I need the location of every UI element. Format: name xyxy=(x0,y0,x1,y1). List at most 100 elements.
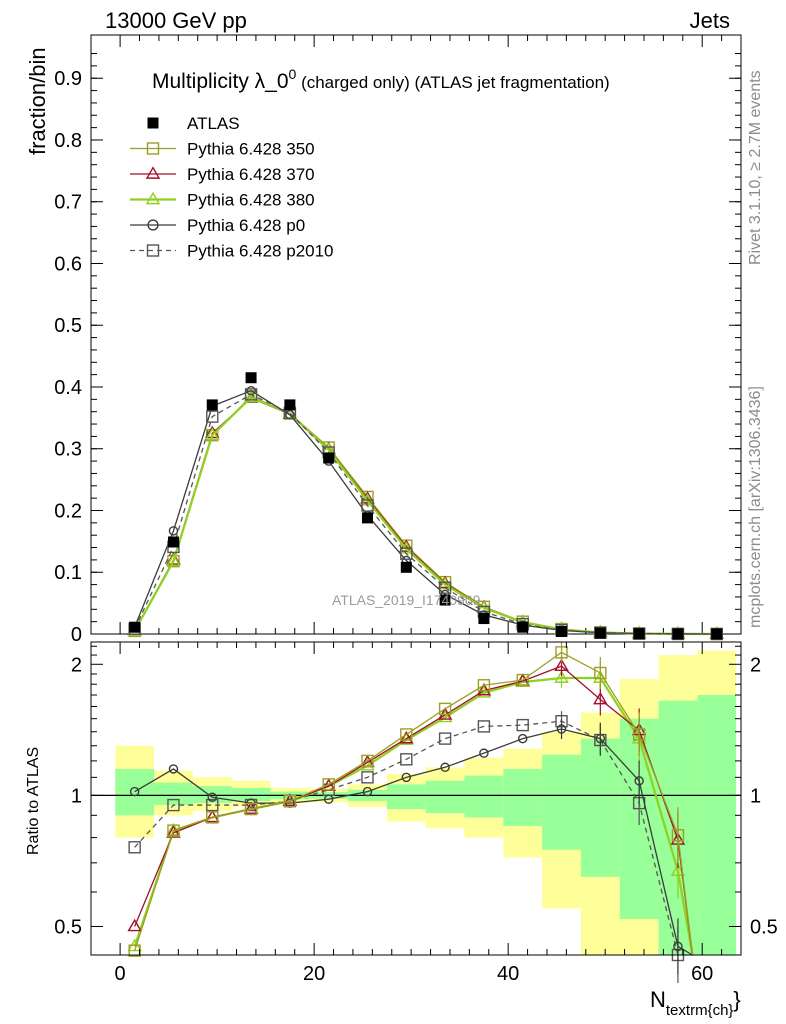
ratio-point-p370 xyxy=(127,918,142,932)
header-right: Jets xyxy=(690,8,730,33)
ratio-line-p2010 xyxy=(134,720,693,956)
ratio-y-tick-label-right: 1 xyxy=(750,785,761,807)
band-inner-bin xyxy=(425,780,465,814)
x-axis-label-main: N xyxy=(650,987,666,1012)
y-tick-label: 0 xyxy=(71,624,82,646)
ratio-point-p350 xyxy=(438,702,452,716)
point-p2010 xyxy=(244,388,258,401)
ratio-point-p350 xyxy=(516,673,529,687)
ratio-point-p2010 xyxy=(516,718,529,732)
legend-item-ATLAS: ATLAS xyxy=(147,114,240,133)
y-tick-label: 0.4 xyxy=(54,377,82,399)
point-ATLAS xyxy=(517,621,529,633)
ratio-frame xyxy=(90,641,742,956)
ratio-point-p2010 xyxy=(128,841,141,854)
ratio-point-p350 xyxy=(128,944,141,957)
x-axis-label-tail: } xyxy=(733,987,740,1012)
ratio-point-p370 xyxy=(166,825,181,838)
ratio-point-p370 xyxy=(476,682,492,696)
ratio-y-tick-label-right: 0.5 xyxy=(750,916,778,938)
point-ATLAS xyxy=(129,621,141,633)
point-ATLAS xyxy=(400,561,412,573)
ratio-point-p380 xyxy=(554,670,569,683)
band-inner-bin xyxy=(115,768,155,816)
legend-label: Pythia 6.428 380 xyxy=(187,191,315,210)
ratio-point-p0 xyxy=(556,724,567,734)
point-ATLAS xyxy=(711,628,723,640)
y-tick-label: 0.9 xyxy=(54,68,82,90)
point-ATLAS xyxy=(556,626,568,638)
legend-item-p2010: Pythia 6.428 p2010 xyxy=(130,242,334,261)
ratio-series-p0 xyxy=(129,719,693,975)
ratio-line-p350 xyxy=(134,651,694,956)
ratio-point-p350 xyxy=(283,794,297,808)
point-ATLAS xyxy=(594,627,606,639)
point-ATLAS xyxy=(284,399,296,411)
legend-marker xyxy=(147,219,159,231)
point-p2010 xyxy=(400,547,413,560)
ratio-point-p0 xyxy=(673,941,683,952)
point-p2010 xyxy=(438,581,452,594)
ratio-point-p370 xyxy=(554,658,569,672)
band-inner-bin xyxy=(697,695,737,955)
y-tick-label: 0.2 xyxy=(54,500,82,522)
band-inner-bin xyxy=(154,782,193,806)
point-ATLAS xyxy=(361,512,373,524)
ratio-point-p350 xyxy=(477,679,491,692)
watermark: ATLAS_2019_I1740909 xyxy=(332,592,481,608)
chart-title-sup: 0 xyxy=(289,66,297,82)
legend-item-p350: Pythia 6.428 350 xyxy=(130,140,315,159)
point-p2010 xyxy=(206,410,219,423)
band-inner-bin xyxy=(580,738,620,877)
ratio-series-p350 xyxy=(128,642,694,957)
point-ATLAS xyxy=(206,399,218,411)
legend-marker xyxy=(145,191,161,205)
ratio-point-p350 xyxy=(206,811,219,824)
ratio-point-p370 xyxy=(593,691,608,705)
point-p380 xyxy=(166,553,181,566)
band-inner-bin xyxy=(192,786,232,804)
ratio-y-tick-label-right: 2 xyxy=(750,654,761,676)
point-ATLAS xyxy=(633,628,645,640)
ratio-point-p350 xyxy=(322,778,335,791)
point-p0 xyxy=(168,526,179,536)
ratio-panel: 0.5 0.51 12 20 20 40 60 xyxy=(54,641,778,985)
ratio-point-p0 xyxy=(129,786,140,797)
ratio-point-p350 xyxy=(400,728,413,741)
ratio-line-p0 xyxy=(134,728,693,956)
point-ATLAS xyxy=(478,613,490,625)
legend-marker xyxy=(147,117,159,129)
ratio-point-p370 xyxy=(399,730,414,744)
ratio-point-p350 xyxy=(244,802,258,816)
band-inner-bin xyxy=(503,768,543,827)
point-ATLAS xyxy=(323,452,335,464)
y-tick-label: 0.7 xyxy=(54,192,82,214)
ratio-point-p350 xyxy=(555,646,568,659)
ratio-point-p380 xyxy=(399,732,414,745)
point-p2010 xyxy=(361,499,374,512)
legend-marker xyxy=(145,166,161,179)
ratio-point-p350 xyxy=(167,824,180,837)
x-tick-label: 20 xyxy=(303,963,325,985)
y-tick-label: 0.5 xyxy=(54,315,82,337)
legend-marker xyxy=(146,142,160,155)
ratio-point-p2010 xyxy=(438,732,452,745)
y-tick-label: 0.6 xyxy=(54,253,82,275)
point-p380 xyxy=(205,427,220,440)
ratio-point-p2010 xyxy=(361,771,374,784)
x-tick-label: 40 xyxy=(497,963,519,985)
x-axis-label: Ntextrm{ch}} xyxy=(650,987,741,1019)
legend: ATLAS Pythia 6.428 350 Pythia 6.428 370 Pyt… xyxy=(130,114,334,261)
series-ATLAS xyxy=(129,372,723,640)
ratio-point-p0 xyxy=(323,794,334,804)
legend-marker xyxy=(146,244,160,257)
band-inner-bin xyxy=(231,787,271,802)
y-tick-label: 0.8 xyxy=(54,130,82,152)
point-p380 xyxy=(437,576,453,590)
legend-item-p370: Pythia 6.428 370 xyxy=(130,165,315,184)
band-inner-bin xyxy=(542,754,581,850)
ratio-point-p350 xyxy=(632,728,646,741)
chart-title-rest: (charged only) (ATLAS jet fragmentation) xyxy=(296,73,609,92)
legend-label: Pythia 6.428 350 xyxy=(187,140,315,159)
ratio-point-p0 xyxy=(595,733,606,744)
